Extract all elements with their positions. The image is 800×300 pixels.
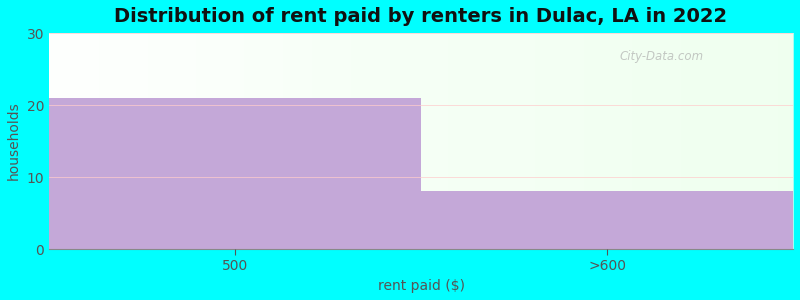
Title: Distribution of rent paid by renters in Dulac, LA in 2022: Distribution of rent paid by renters in … (114, 7, 727, 26)
Bar (49, 98, 421, 249)
Y-axis label: households: households (7, 102, 21, 180)
X-axis label: rent paid ($): rent paid ($) (378, 279, 465, 293)
Text: City-Data.com: City-Data.com (620, 50, 704, 63)
Bar (421, 191, 793, 249)
